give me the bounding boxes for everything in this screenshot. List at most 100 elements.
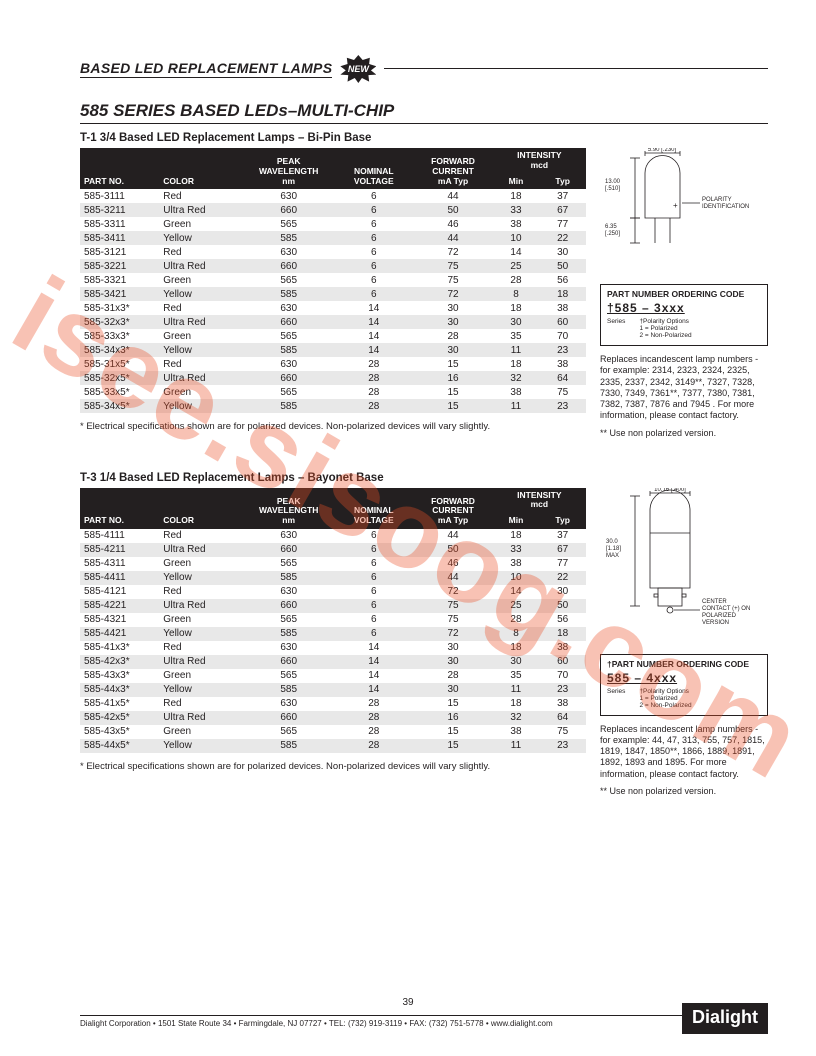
svg-text:30.0[1.18]MAX: 30.0[1.18]MAX — [606, 539, 621, 559]
cell-ma: 30 — [413, 315, 492, 329]
cell-min: 11 — [493, 739, 540, 753]
table-row: 585-32x3*Ultra Red66014303060 — [80, 315, 586, 329]
table-row: 585-33x3*Green56514283570 — [80, 329, 586, 343]
cell-v: 6 — [334, 273, 413, 287]
cell-partno: 585-41x5* — [80, 697, 159, 711]
cell-wl: 565 — [243, 669, 334, 683]
cell-min: 8 — [493, 627, 540, 641]
cell-typ: 23 — [539, 343, 586, 357]
cell-wl: 660 — [243, 315, 334, 329]
cell-v: 28 — [334, 711, 413, 725]
cell-ma: 30 — [413, 641, 492, 655]
cell-typ: 22 — [539, 231, 586, 245]
cell-v: 14 — [334, 641, 413, 655]
cell-wl: 585 — [243, 683, 334, 697]
svg-text:10.16 [.400]: 10.16 [.400] — [654, 488, 686, 493]
cell-typ: 30 — [539, 245, 586, 259]
cell-color: Green — [159, 557, 243, 571]
cell-min: 38 — [493, 725, 540, 739]
cell-partno: 585-32x5* — [80, 371, 159, 385]
cell-ma: 28 — [413, 669, 492, 683]
table-row: 585-43x5*Green56528153875 — [80, 725, 586, 739]
cell-v: 28 — [334, 357, 413, 371]
cell-v: 6 — [334, 287, 413, 301]
cell-ma: 72 — [413, 627, 492, 641]
cell-typ: 38 — [539, 357, 586, 371]
cell-min: 25 — [493, 259, 540, 273]
cell-v: 6 — [334, 599, 413, 613]
cell-min: 18 — [493, 357, 540, 371]
series-title: 585 SERIES BASED LEDs–MULTI-CHIP — [80, 101, 768, 124]
ordering-code: 585 – 4xxx — [607, 671, 761, 685]
cell-wl: 660 — [243, 203, 334, 217]
col-voltage: NOMINALVOLTAGE — [334, 488, 413, 529]
cell-color: Red — [159, 245, 243, 259]
cell-min: 33 — [493, 203, 540, 217]
cell-ma: 44 — [413, 529, 492, 543]
svg-text:6.35[.250]: 6.35[.250] — [605, 224, 620, 237]
cell-partno: 585-4221 — [80, 599, 159, 613]
table-row: 585-4111Red6306441837 — [80, 529, 586, 543]
col-intensity: INTENSITYmcd — [493, 148, 586, 174]
cell-color: Red — [159, 529, 243, 543]
table-row: 585-3421Yellow585672818 — [80, 287, 586, 301]
table-row: 585-4321Green5656752856 — [80, 613, 586, 627]
footer: Dialight Corporation • 1501 State Route … — [80, 1015, 768, 1028]
table-row: 585-41x5*Red63028151838 — [80, 697, 586, 711]
cell-typ: 23 — [539, 683, 586, 697]
cell-color: Yellow — [159, 343, 243, 357]
section2-ordering-box: †PART NUMBER ORDERING CODE 585 – 4xxx Se… — [600, 654, 768, 716]
cell-ma: 44 — [413, 189, 492, 203]
cell-wl: 565 — [243, 385, 334, 399]
cell-partno: 585-33x5* — [80, 385, 159, 399]
cell-ma: 75 — [413, 599, 492, 613]
cell-min: 14 — [493, 245, 540, 259]
table-row: 585-4121Red6306721430 — [80, 585, 586, 599]
cell-min: 8 — [493, 287, 540, 301]
cell-partno: 585-4211 — [80, 543, 159, 557]
cell-ma: 15 — [413, 697, 492, 711]
table-row: 585-41x3*Red63014301838 — [80, 641, 586, 655]
cell-min: 28 — [493, 273, 540, 287]
cell-wl: 630 — [243, 585, 334, 599]
cell-partno: 585-3221 — [80, 259, 159, 273]
cell-min: 35 — [493, 329, 540, 343]
cell-color: Green — [159, 217, 243, 231]
cell-v: 6 — [334, 627, 413, 641]
table-row: 585-3321Green5656752856 — [80, 273, 586, 287]
cell-wl: 565 — [243, 613, 334, 627]
col-current: FORWARDCURRENTmA Typ — [413, 148, 492, 189]
cell-partno: 585-34x3* — [80, 343, 159, 357]
cell-typ: 70 — [539, 669, 586, 683]
cell-partno: 585-41x3* — [80, 641, 159, 655]
col-wavelength: PEAKWAVELENGTHnm — [243, 148, 334, 189]
col-wavelength: PEAKWAVELENGTHnm — [243, 488, 334, 529]
cell-partno: 585-42x5* — [80, 711, 159, 725]
cell-min: 18 — [493, 301, 540, 315]
cell-wl: 660 — [243, 259, 334, 273]
cell-typ: 56 — [539, 273, 586, 287]
table-row: 585-4211Ultra Red6606503367 — [80, 543, 586, 557]
svg-text:POLARITYIDENTIFICATION: POLARITYIDENTIFICATION — [702, 197, 749, 210]
cell-partno: 585-44x5* — [80, 739, 159, 753]
section1-note: ** Use non polarized version. — [600, 428, 768, 438]
cell-partno: 585-4311 — [80, 557, 159, 571]
cell-partno: 585-31x3* — [80, 301, 159, 315]
cell-wl: 585 — [243, 627, 334, 641]
cell-color: Ultra Red — [159, 259, 243, 273]
cell-v: 6 — [334, 217, 413, 231]
table-row: 585-4221Ultra Red6606752550 — [80, 599, 586, 613]
cell-partno: 585-4321 — [80, 613, 159, 627]
cell-v: 6 — [334, 245, 413, 259]
cell-typ: 37 — [539, 529, 586, 543]
cell-wl: 585 — [243, 399, 334, 413]
brand-logo: Dialight — [682, 1003, 768, 1034]
cell-wl: 585 — [243, 739, 334, 753]
cell-typ: 75 — [539, 725, 586, 739]
cell-min: 10 — [493, 231, 540, 245]
header-rule — [384, 68, 768, 69]
cell-v: 6 — [334, 529, 413, 543]
cell-typ: 56 — [539, 613, 586, 627]
cell-typ: 75 — [539, 385, 586, 399]
table-row: 585-3411Yellow5856441022 — [80, 231, 586, 245]
